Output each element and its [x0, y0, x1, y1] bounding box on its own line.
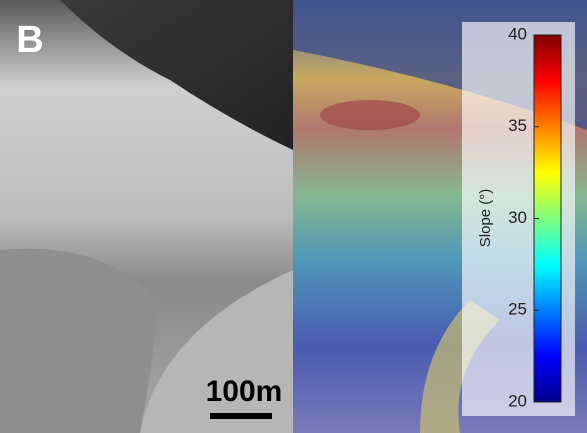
grayscale-image: [0, 0, 293, 433]
colorbar-tick-label: 35: [508, 116, 527, 135]
scale-bar: [210, 413, 272, 419]
colorbar-tick-label: 30: [508, 208, 527, 227]
colorbar-label: Slope (°): [477, 189, 494, 248]
colorbar-tick-label: 20: [508, 391, 527, 410]
figure: Slope (°) B 100m 20 25 30 35 40: [0, 0, 587, 433]
colorbar-tick-label: 25: [508, 300, 527, 319]
colorbar-tick-label: 40: [508, 24, 527, 43]
scale-bar-label: 100m: [206, 375, 283, 408]
panel-label: B: [16, 19, 43, 61]
page: {"panel_label": "B", "scale_bar": "100m"…: [0, 0, 587, 433]
